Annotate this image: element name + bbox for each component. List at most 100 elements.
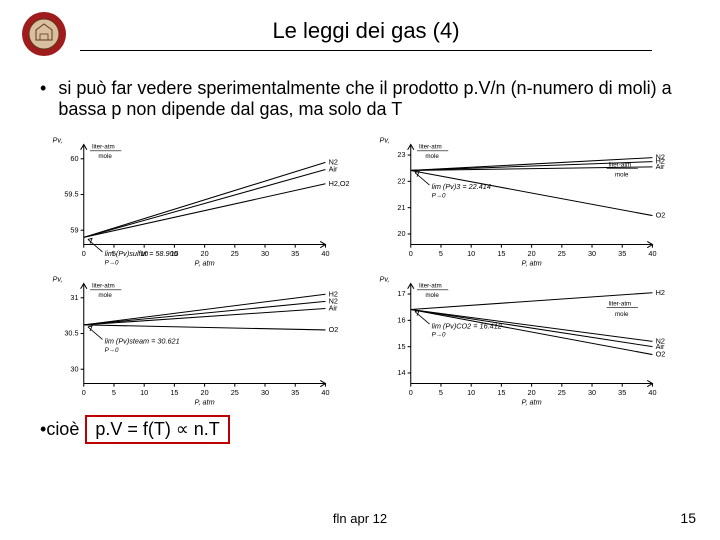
svg-text:liter-atm: liter-atm xyxy=(92,283,115,290)
svg-text:15: 15 xyxy=(397,342,405,351)
svg-text:Pv,: Pv, xyxy=(380,135,390,144)
svg-text:14: 14 xyxy=(397,369,405,378)
boxed-equation: p.V = f(T) ∝ n.T xyxy=(85,415,229,444)
svg-text:0: 0 xyxy=(82,249,86,258)
svg-text:O2: O2 xyxy=(329,325,339,334)
svg-text:liter-atm: liter-atm xyxy=(92,144,115,151)
svg-text:30: 30 xyxy=(588,388,596,397)
svg-text:35: 35 xyxy=(618,388,626,397)
charts-grid: 0 5 10 15 20 25 30 35 40 59 59.5 60 P, atm Pv, liter-a… xyxy=(40,132,690,407)
svg-text:25: 25 xyxy=(558,249,566,258)
svg-text:35: 35 xyxy=(618,249,626,258)
university-seal-icon xyxy=(20,10,68,58)
svg-text:Air: Air xyxy=(329,304,338,313)
svg-text:10: 10 xyxy=(467,249,475,258)
svg-text:17: 17 xyxy=(397,290,405,299)
svg-text:0: 0 xyxy=(82,388,86,397)
svg-text:15: 15 xyxy=(170,388,178,397)
svg-text:mole: mole xyxy=(98,292,112,299)
svg-text:Air: Air xyxy=(329,165,338,174)
svg-text:mole: mole xyxy=(98,153,112,160)
svg-text:30: 30 xyxy=(261,388,269,397)
svg-text:O2: O2 xyxy=(656,211,666,220)
svg-text:P→0: P→0 xyxy=(432,193,446,200)
svg-text:P→0: P→0 xyxy=(432,332,446,339)
svg-text:15: 15 xyxy=(497,249,505,258)
svg-text:30: 30 xyxy=(261,249,269,258)
footer-center: fln apr 12 xyxy=(0,511,720,526)
bullet-2: • cioè p.V = f(T) ∝ n.T xyxy=(40,415,690,444)
svg-text:15: 15 xyxy=(497,388,505,397)
svg-text:P→0: P→0 xyxy=(105,347,119,354)
svg-text:Pv,: Pv, xyxy=(53,135,63,144)
svg-text:O2: O2 xyxy=(656,350,666,359)
svg-text:25: 25 xyxy=(231,388,239,397)
svg-text:P, atm: P, atm xyxy=(522,258,542,267)
svg-text:25: 25 xyxy=(558,388,566,397)
svg-text:Air: Air xyxy=(656,162,665,171)
svg-text:mole: mole xyxy=(615,311,629,318)
svg-text:10: 10 xyxy=(467,388,475,397)
svg-text:30.5: 30.5 xyxy=(64,329,78,338)
svg-text:40: 40 xyxy=(648,388,656,397)
svg-text:P, atm: P, atm xyxy=(195,258,215,267)
svg-text:35: 35 xyxy=(291,249,299,258)
slide-title: Le leggi dei gas (4) xyxy=(80,18,652,44)
svg-text:P, atm: P, atm xyxy=(195,398,215,407)
svg-text:lim (Pv)steam = 30.621: lim (Pv)steam = 30.621 xyxy=(105,337,180,346)
bullet-2-prefix: cioè xyxy=(46,419,79,440)
svg-text:P→0: P→0 xyxy=(105,259,119,266)
svg-text:5: 5 xyxy=(439,249,443,258)
svg-text:20: 20 xyxy=(528,388,536,397)
svg-text:liter-atm: liter-atm xyxy=(419,283,442,290)
svg-text:31: 31 xyxy=(70,293,78,302)
svg-text:22: 22 xyxy=(397,176,405,185)
svg-text:60: 60 xyxy=(70,154,78,163)
svg-text:40: 40 xyxy=(321,388,329,397)
title-divider xyxy=(80,50,652,51)
svg-text:30: 30 xyxy=(588,249,596,258)
svg-text:liter-atm: liter-atm xyxy=(609,301,632,308)
svg-text:20: 20 xyxy=(201,249,209,258)
svg-text:0: 0 xyxy=(409,249,413,258)
svg-text:P, atm: P, atm xyxy=(522,398,542,407)
svg-text:20: 20 xyxy=(201,388,209,397)
svg-text:20: 20 xyxy=(397,229,405,238)
svg-text:23: 23 xyxy=(397,150,405,159)
svg-text:Pv,: Pv, xyxy=(53,275,63,284)
svg-text:5: 5 xyxy=(112,388,116,397)
chart-steam: 0 5 10 15 20 25 30 35 40 30 30.5 31 P, atm Pv, liter-a… xyxy=(40,271,363,406)
chart-sulfur: 05101520253035405959.560P, atmPv,liter-a… xyxy=(40,132,363,267)
svg-text:59.5: 59.5 xyxy=(64,190,78,199)
svg-text:21: 21 xyxy=(397,203,405,212)
svg-text:40: 40 xyxy=(648,249,656,258)
svg-text:20: 20 xyxy=(528,249,536,258)
chart-CO2: 0 5 10 15 20 25 30 35 40 14 15 16 17 P, atm Pv, liter-a… xyxy=(367,271,690,406)
svg-text:mole: mole xyxy=(425,153,439,160)
svg-text:0: 0 xyxy=(409,388,413,397)
svg-text:5: 5 xyxy=(439,388,443,397)
footer-page-number: 15 xyxy=(680,510,696,526)
bullet-1-text: si può far vedere sperimentalmente che i… xyxy=(58,78,690,120)
svg-text:59: 59 xyxy=(70,225,78,234)
svg-text:35: 35 xyxy=(291,388,299,397)
bullet-1: • si può far vedere sperimentalmente che… xyxy=(40,78,690,120)
svg-text:Pv,: Pv, xyxy=(380,275,390,284)
svg-text:H2: H2 xyxy=(656,288,665,297)
bullet-dot: • xyxy=(40,78,46,120)
svg-text:30: 30 xyxy=(70,365,78,374)
svg-text:mole: mole xyxy=(615,172,629,179)
svg-text:lim (Pv)3 = 22.414: lim (Pv)3 = 22.414 xyxy=(432,182,491,191)
svg-text:H2,O2: H2,O2 xyxy=(329,179,350,188)
svg-text:10: 10 xyxy=(140,388,148,397)
svg-text:liter-atm: liter-atm xyxy=(609,161,632,168)
svg-text:40: 40 xyxy=(321,249,329,258)
svg-text:liter-atm: liter-atm xyxy=(419,144,442,151)
chart-gas3: 0 5 10 15 20 25 30 35 40 20 21 22 23 P, atm Pv, liter-a… xyxy=(367,132,690,267)
svg-text:16: 16 xyxy=(397,316,405,325)
slide-header: Le leggi dei gas (4) xyxy=(0,0,720,58)
svg-text:lim (Pv)sulfur = 58.900: lim (Pv)sulfur = 58.900 xyxy=(105,249,178,258)
svg-text:25: 25 xyxy=(231,249,239,258)
svg-text:lim (Pv)CO2 = 16.412: lim (Pv)CO2 = 16.412 xyxy=(432,322,502,331)
svg-text:mole: mole xyxy=(425,292,439,299)
